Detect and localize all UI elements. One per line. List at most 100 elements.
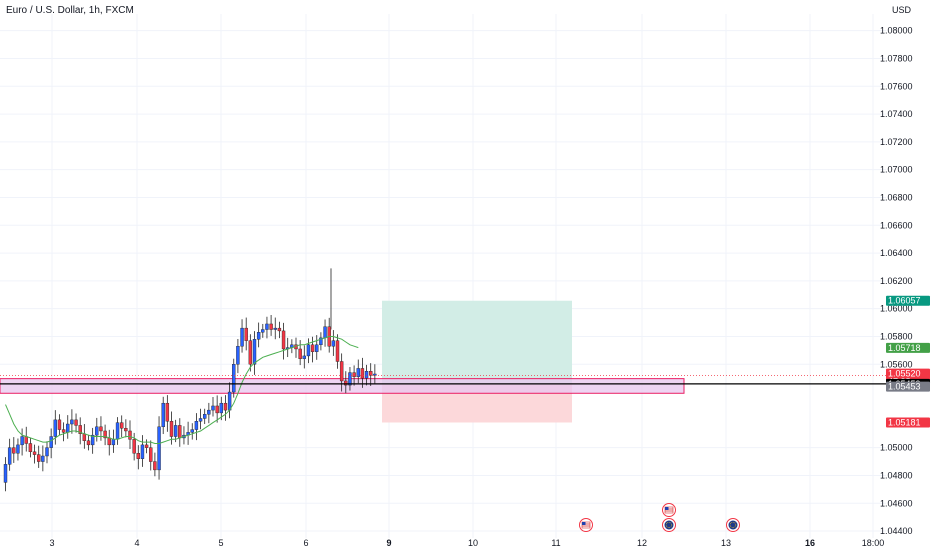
- y-tick-label: 1.04600: [880, 498, 913, 508]
- candle-body: [144, 444, 149, 448]
- candle-body: [281, 330, 286, 350]
- candle: [252, 331, 257, 375]
- candle: [90, 427, 95, 454]
- candle-body: [57, 419, 62, 430]
- candle-body: [265, 323, 269, 330]
- candle-body: [165, 402, 170, 422]
- candle-body: [37, 454, 41, 462]
- candle-body: [178, 425, 182, 439]
- candle: [344, 371, 348, 394]
- candle-body: [198, 418, 203, 422]
- candle-body: [74, 419, 78, 426]
- candle: [202, 408, 207, 425]
- candle: [20, 428, 24, 456]
- y-axis: 1.08000 1.07800 1.07600 1.07400 1.07200 1.070…: [880, 26, 913, 536]
- flag-stars: [665, 521, 673, 529]
- candle-body: [115, 422, 120, 440]
- candle-body: [53, 419, 57, 437]
- candle-body: [236, 345, 240, 365]
- us-flag-icon: [662, 503, 676, 517]
- candle-body: [369, 371, 373, 376]
- candle: [302, 345, 306, 369]
- candle: [103, 424, 107, 446]
- candle-body: [315, 344, 319, 352]
- y-tick-label: 1.06400: [880, 248, 913, 258]
- x-tick-label: 5: [218, 538, 223, 548]
- candle: [323, 319, 327, 347]
- candle-body: [153, 461, 157, 471]
- candle: [310, 336, 315, 363]
- candle-body: [194, 421, 199, 430]
- candle-body: [32, 451, 37, 455]
- candle: [369, 363, 373, 386]
- price-tag-value: 1.05520: [888, 369, 921, 379]
- candle: [194, 413, 199, 441]
- candle: [335, 334, 340, 369]
- candle-body: [107, 437, 111, 446]
- price-tag: 1.06057: [886, 295, 930, 306]
- candle: [182, 426, 186, 445]
- candle: [244, 317, 248, 351]
- candle-body: [306, 344, 311, 357]
- y-tick-label: 1.08000: [880, 26, 913, 36]
- candle: [53, 410, 57, 445]
- candle: [190, 423, 194, 440]
- candle-body: [119, 422, 124, 429]
- candle-body: [277, 327, 282, 332]
- candle: [49, 428, 53, 459]
- x-tick-label: 11: [551, 538, 560, 548]
- candle-body: [78, 425, 82, 434]
- candle-body: [373, 373, 377, 376]
- candle: [306, 338, 311, 364]
- candle: [281, 322, 286, 360]
- candle: [223, 395, 228, 421]
- candle-body: [273, 327, 277, 330]
- price-tag-value: 1.05718: [888, 343, 921, 353]
- y-tick-label: 1.07200: [880, 137, 913, 147]
- y-tick-label: 1.06000: [880, 304, 913, 314]
- y-tick-label: 1.06600: [880, 220, 913, 230]
- price-tag-bg: [886, 295, 930, 306]
- candle: [70, 409, 74, 434]
- y-tick-label: 1.04400: [880, 526, 913, 536]
- candle-body: [70, 419, 74, 425]
- candle-body: [240, 327, 244, 347]
- grid: [0, 14, 886, 538]
- candle-body: [140, 444, 145, 459]
- candle: [186, 421, 190, 445]
- candle: [157, 416, 161, 480]
- us-flag-icon: [579, 518, 593, 532]
- candle: [273, 317, 277, 340]
- candle-body: [16, 444, 20, 454]
- candle: [240, 319, 244, 353]
- y-tick-label: 1.07000: [880, 165, 913, 175]
- event-markers: [579, 503, 740, 532]
- flag-stars: [729, 521, 737, 529]
- candle-body: [99, 426, 103, 432]
- price-tag-bg: [886, 381, 930, 392]
- candle-body: [66, 423, 70, 433]
- candle: [115, 417, 120, 445]
- candle: [215, 395, 219, 423]
- candle-body: [310, 344, 315, 352]
- candle: [256, 322, 261, 348]
- y-tick-label: 1.06800: [880, 192, 913, 202]
- candle-body: [248, 340, 253, 365]
- price-tag-value: 1.05453: [888, 382, 921, 392]
- candle-body: [190, 429, 194, 433]
- price-tag-bg: [886, 342, 930, 353]
- candle-body: [356, 368, 360, 377]
- candle: [269, 315, 273, 336]
- candle-body: [41, 455, 45, 462]
- candle: [211, 397, 215, 417]
- y-tick-label: 1.07800: [880, 53, 913, 63]
- candle: [61, 422, 66, 442]
- candle: [82, 424, 87, 449]
- candle: [236, 338, 240, 374]
- y-tick-label: 1.05800: [880, 331, 913, 341]
- candle-body: [61, 429, 66, 433]
- candle: [45, 441, 49, 464]
- x-tick-label: 16: [805, 538, 815, 548]
- candle-body: [331, 340, 336, 347]
